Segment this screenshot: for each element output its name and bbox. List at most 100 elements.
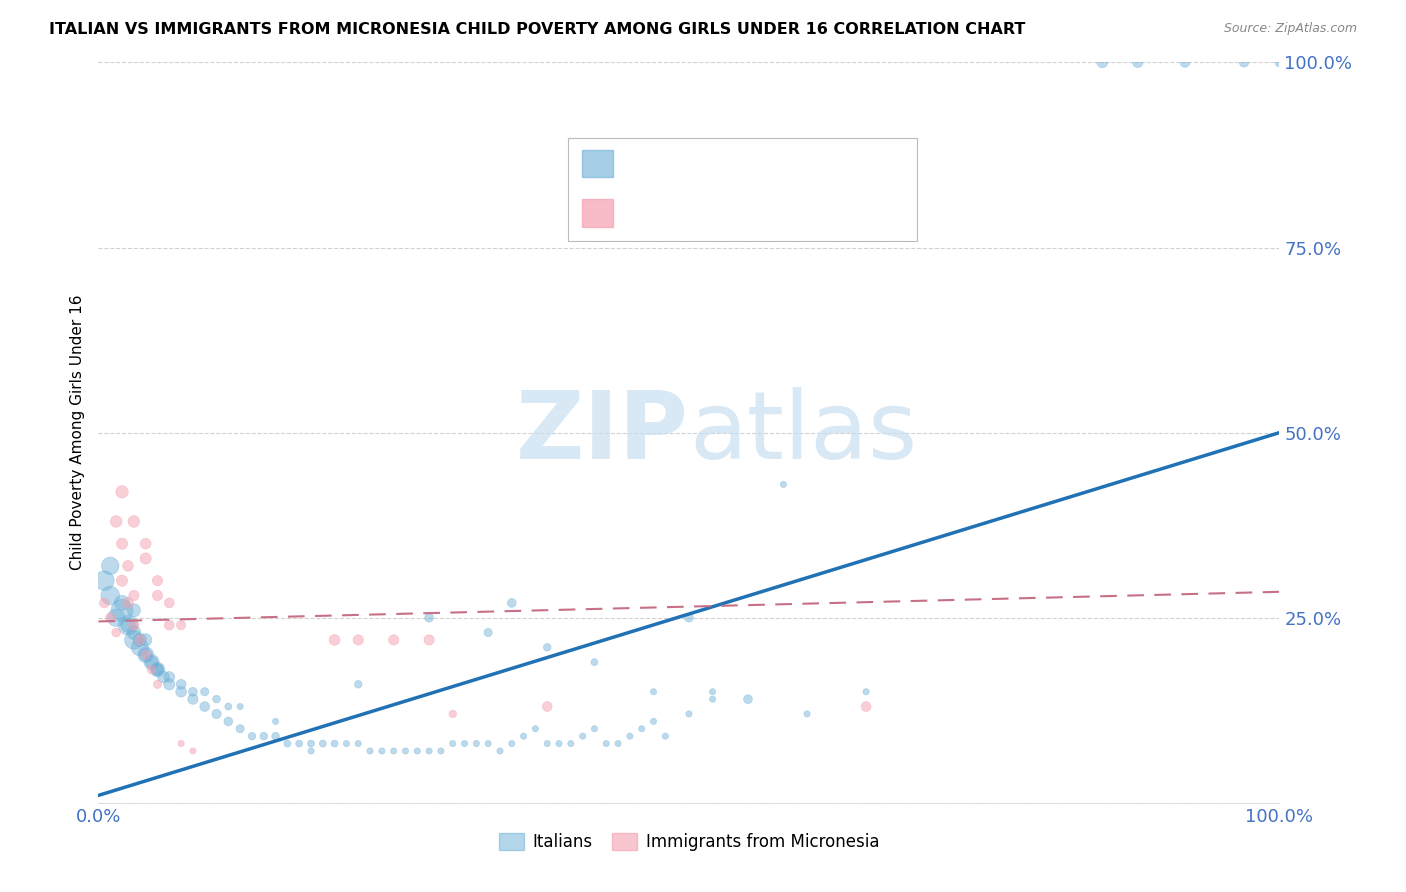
Point — [141, 655, 163, 669]
Point — [194, 699, 217, 714]
Point — [1091, 55, 1114, 70]
Point — [181, 685, 204, 699]
Point — [382, 744, 405, 758]
Point — [111, 603, 134, 617]
Point — [152, 670, 174, 684]
Point — [122, 589, 145, 603]
Point — [394, 744, 416, 758]
Text: R =: R = — [627, 154, 664, 172]
Point — [146, 663, 169, 677]
Text: 36: 36 — [790, 203, 813, 222]
Point — [702, 685, 724, 699]
Point — [264, 714, 287, 729]
Point — [135, 536, 157, 550]
Point — [253, 729, 276, 743]
Point — [170, 618, 193, 632]
Point — [406, 744, 429, 758]
Point — [536, 737, 558, 751]
Text: 94: 94 — [790, 154, 814, 172]
Point — [122, 625, 145, 640]
Point — [170, 685, 193, 699]
Point — [194, 685, 217, 699]
Point — [105, 610, 128, 624]
Point — [117, 558, 139, 573]
Point — [117, 596, 139, 610]
Point — [524, 722, 547, 736]
Point — [430, 744, 453, 758]
Point — [643, 685, 665, 699]
Point — [205, 692, 228, 706]
Point — [536, 699, 558, 714]
Text: 0.050: 0.050 — [673, 203, 731, 222]
Point — [128, 632, 150, 647]
Point — [477, 737, 499, 751]
Point — [501, 737, 523, 751]
Point — [135, 648, 157, 662]
Point — [128, 640, 150, 655]
Point — [536, 640, 558, 655]
Text: N =: N = — [734, 203, 782, 222]
Point — [276, 737, 298, 751]
Point — [93, 596, 115, 610]
Point — [181, 744, 204, 758]
Point — [548, 737, 571, 751]
Point — [583, 655, 606, 669]
Point — [465, 737, 488, 751]
Point — [418, 744, 440, 758]
Point — [157, 618, 180, 632]
Point — [607, 737, 630, 751]
Point — [702, 692, 724, 706]
Point — [135, 551, 157, 566]
Point — [157, 670, 180, 684]
Point — [347, 632, 370, 647]
Point — [141, 655, 163, 669]
Point — [288, 737, 311, 751]
Text: 0.513: 0.513 — [673, 154, 731, 172]
Point — [654, 729, 676, 743]
Y-axis label: Child Poverty Among Girls Under 16: Child Poverty Among Girls Under 16 — [69, 295, 84, 570]
Point — [1174, 55, 1197, 70]
Point — [441, 706, 464, 721]
Point — [122, 603, 145, 617]
Point — [583, 722, 606, 736]
Text: ZIP: ZIP — [516, 386, 689, 479]
Point — [135, 648, 157, 662]
Point — [371, 744, 394, 758]
Point — [105, 625, 128, 640]
Point — [737, 692, 759, 706]
Point — [146, 663, 169, 677]
Point — [170, 737, 193, 751]
Point — [157, 677, 180, 691]
Point — [678, 706, 700, 721]
Point — [347, 737, 370, 751]
Point — [128, 632, 150, 647]
Point — [477, 625, 499, 640]
Point — [560, 737, 582, 751]
Point — [98, 610, 121, 624]
Point — [264, 729, 287, 743]
Point — [501, 596, 523, 610]
Point — [299, 737, 322, 751]
Point — [796, 706, 818, 721]
Point — [205, 706, 228, 721]
Point — [323, 632, 346, 647]
Text: R =: R = — [627, 203, 664, 222]
Text: N =: N = — [734, 154, 782, 172]
Point — [489, 744, 512, 758]
Point — [643, 714, 665, 729]
Point — [122, 618, 145, 632]
Point — [335, 737, 357, 751]
Point — [299, 744, 322, 758]
Point — [135, 648, 157, 662]
Legend: Italians, Immigrants from Micronesia: Italians, Immigrants from Micronesia — [492, 826, 886, 857]
Point — [678, 610, 700, 624]
Point — [181, 692, 204, 706]
Point — [418, 632, 440, 647]
Point — [146, 574, 169, 588]
Text: ITALIAN VS IMMIGRANTS FROM MICRONESIA CHILD POVERTY AMONG GIRLS UNDER 16 CORRELA: ITALIAN VS IMMIGRANTS FROM MICRONESIA CH… — [49, 22, 1025, 37]
Point — [135, 632, 157, 647]
Point — [441, 737, 464, 751]
Point — [1268, 55, 1291, 70]
Point — [229, 699, 252, 714]
Point — [312, 737, 335, 751]
